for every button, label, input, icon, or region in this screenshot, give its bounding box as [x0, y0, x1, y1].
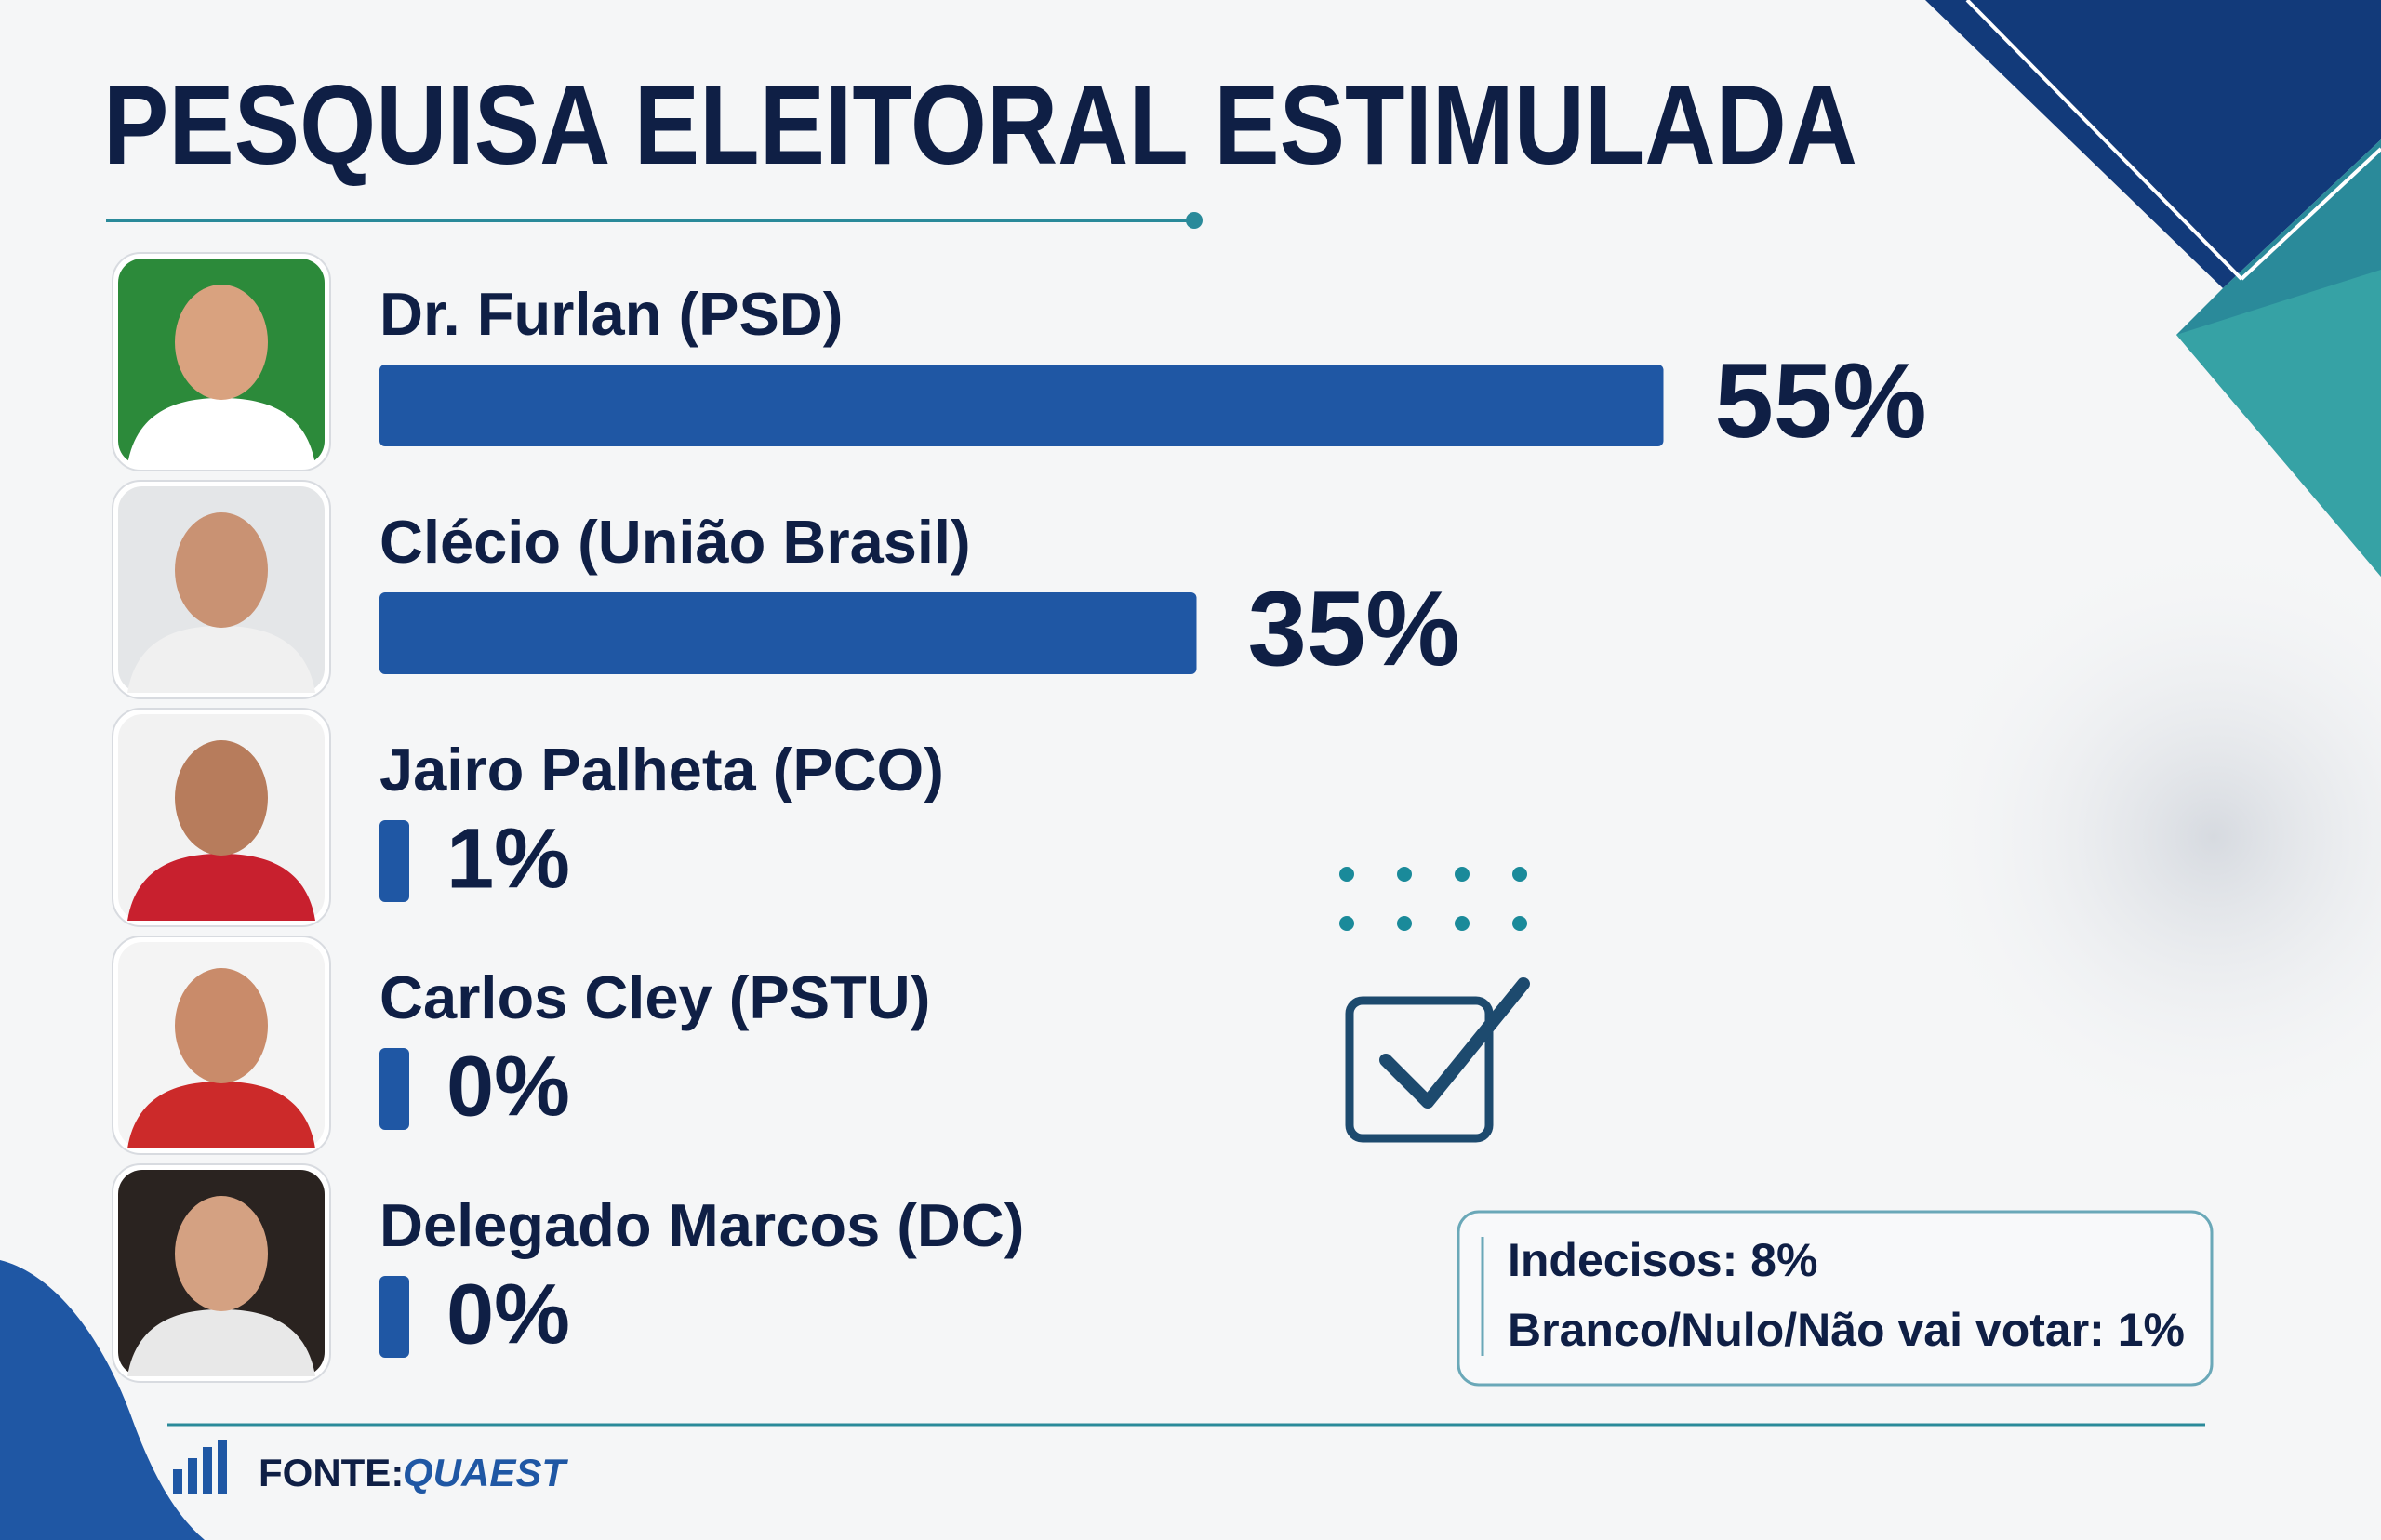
- avatar-body: [127, 1309, 315, 1376]
- source-label: FONTE:: [259, 1451, 404, 1494]
- value-label: 1%: [446, 811, 570, 906]
- value-label: 0%: [446, 1039, 570, 1134]
- candidate-name: Delegado Marcos (DC): [379, 1191, 1024, 1259]
- checkmark: [1379, 977, 1530, 1109]
- bar: [379, 592, 1197, 674]
- value-label: 0%: [446, 1267, 570, 1361]
- bar: [379, 365, 1664, 446]
- value-label: 55%: [1715, 342, 1927, 460]
- source: QUAEST: [403, 1451, 568, 1495]
- avatar-body: [127, 626, 315, 693]
- source-icon: [173, 1440, 227, 1494]
- avatar-head: [175, 512, 268, 628]
- corner-line: [2240, 147, 2381, 281]
- dot-grid: [1339, 867, 1527, 931]
- candidate-name: Jairo Palheta (PCO): [379, 736, 944, 803]
- avatar-head: [175, 285, 268, 400]
- corner-blob: [0, 1260, 205, 1540]
- bar: [379, 1276, 409, 1358]
- value-label: 35%: [1248, 570, 1460, 688]
- note: Branco/Nulo/Não vai votar: 1%: [1508, 1304, 2185, 1356]
- candidate-name: Dr. Furlan (PSD): [379, 280, 843, 348]
- title-dot: [1186, 212, 1203, 229]
- dot-texture: [1907, 530, 2381, 1144]
- candidate-name: Clécio (União Brasil): [379, 508, 971, 576]
- candidate-name: Carlos Cley (PSTU): [379, 963, 930, 1031]
- chart-title: PESQUISA ELEITORAL ESTIMULADA: [103, 61, 1857, 188]
- avatar-head: [175, 740, 268, 856]
- notes-box: [1457, 1210, 2214, 1387]
- corner-line: [1965, 0, 2243, 281]
- avatar-body: [127, 398, 315, 465]
- avatar-head: [175, 968, 268, 1083]
- bar: [379, 820, 409, 902]
- avatar-body: [127, 1082, 315, 1148]
- avatar-head: [175, 1196, 268, 1311]
- bar: [379, 1048, 409, 1130]
- avatar-body: [127, 854, 315, 921]
- corner-shape: [2176, 270, 2381, 577]
- note: Indecisos: 8%: [1508, 1234, 1817, 1286]
- checkbox: [1345, 996, 1494, 1143]
